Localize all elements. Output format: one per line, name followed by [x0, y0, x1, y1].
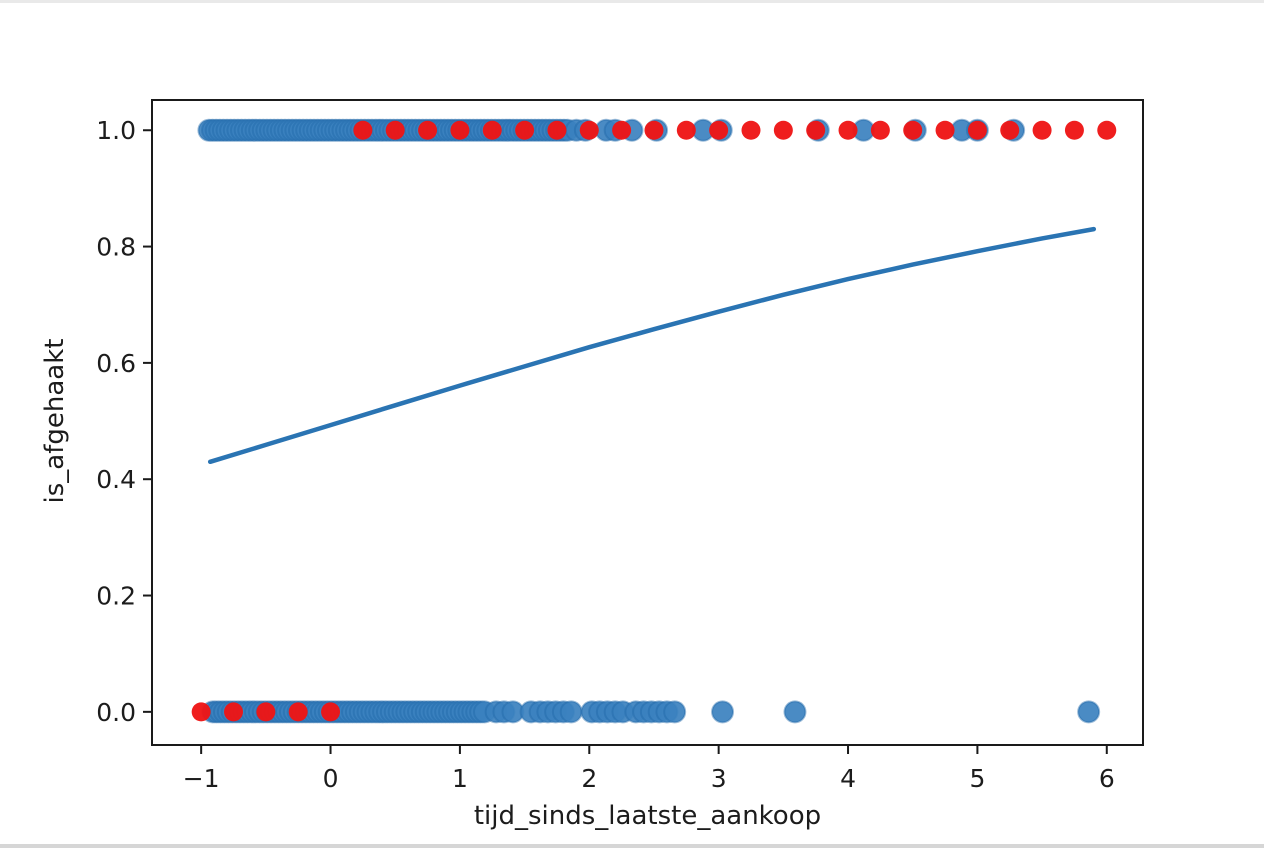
- scatter-point-red: [256, 702, 276, 722]
- y-tick-label: 1.0: [96, 116, 136, 145]
- scatter-point-red: [482, 120, 502, 140]
- scatter-point-blue: [711, 700, 735, 724]
- scatter-point-red: [515, 120, 535, 140]
- x-tick-label: 3: [711, 764, 727, 793]
- y-axis-label: is_afgehaakt: [40, 338, 70, 504]
- x-tick-label: 0: [323, 764, 339, 793]
- scatter-point-red: [709, 120, 729, 140]
- x-tick-label: 4: [840, 764, 856, 793]
- x-tick-label: −1: [183, 764, 220, 793]
- y-tick-label: 0.0: [96, 698, 136, 727]
- scatter-point-red: [288, 702, 308, 722]
- scatter-point-blue: [783, 700, 807, 724]
- scatter-point-red: [903, 120, 923, 140]
- window-edge-top: [0, 0, 1264, 3]
- scatter-point-red: [579, 120, 599, 140]
- window-edge-bottom: [0, 844, 1264, 848]
- scatter-point-red: [321, 702, 341, 722]
- scatter-point-red: [547, 120, 567, 140]
- y-tick-label: 0.8: [96, 233, 136, 262]
- scatter-point-red: [1000, 120, 1020, 140]
- scatter-point-red: [935, 120, 955, 140]
- scatter-point-red: [1064, 120, 1084, 140]
- scatter-point-red: [806, 120, 826, 140]
- plot-frame: [151, 99, 1144, 746]
- x-tick-label: 6: [1099, 764, 1115, 793]
- scatter-point-red: [450, 120, 470, 140]
- y-tick-label: 0.4: [96, 465, 136, 494]
- scatter-point-blue: [1077, 700, 1101, 724]
- scatter-point-red: [676, 120, 696, 140]
- scatter-point-blue: [663, 700, 687, 724]
- scatter-point-red: [191, 702, 211, 722]
- x-tick-label: 2: [581, 764, 597, 793]
- logistic-curve: [207, 226, 1097, 465]
- scatter-point-red: [1097, 120, 1117, 140]
- scatter-point-red: [418, 120, 438, 140]
- x-tick-label: 1: [452, 764, 468, 793]
- scatter-point-red: [773, 120, 793, 140]
- y-tick-label: 0.2: [96, 582, 136, 611]
- x-tick-label: 5: [969, 764, 985, 793]
- scatter-point-red: [385, 120, 405, 140]
- scatter-point-red: [967, 120, 987, 140]
- scatter-point-red: [870, 120, 890, 140]
- y-tick-label: 0.6: [96, 349, 136, 378]
- scatter-point-blue: [559, 700, 583, 724]
- scatter-point-red: [741, 120, 761, 140]
- scatter-point-red: [644, 120, 664, 140]
- scatter-point-red: [612, 120, 632, 140]
- scatter-point-red: [224, 702, 244, 722]
- scatter-point-red: [838, 120, 858, 140]
- scatter-point-red: [1032, 120, 1052, 140]
- x-axis-label: tijd_sinds_laatste_aankoop: [473, 801, 822, 831]
- scatter-point-red: [353, 120, 373, 140]
